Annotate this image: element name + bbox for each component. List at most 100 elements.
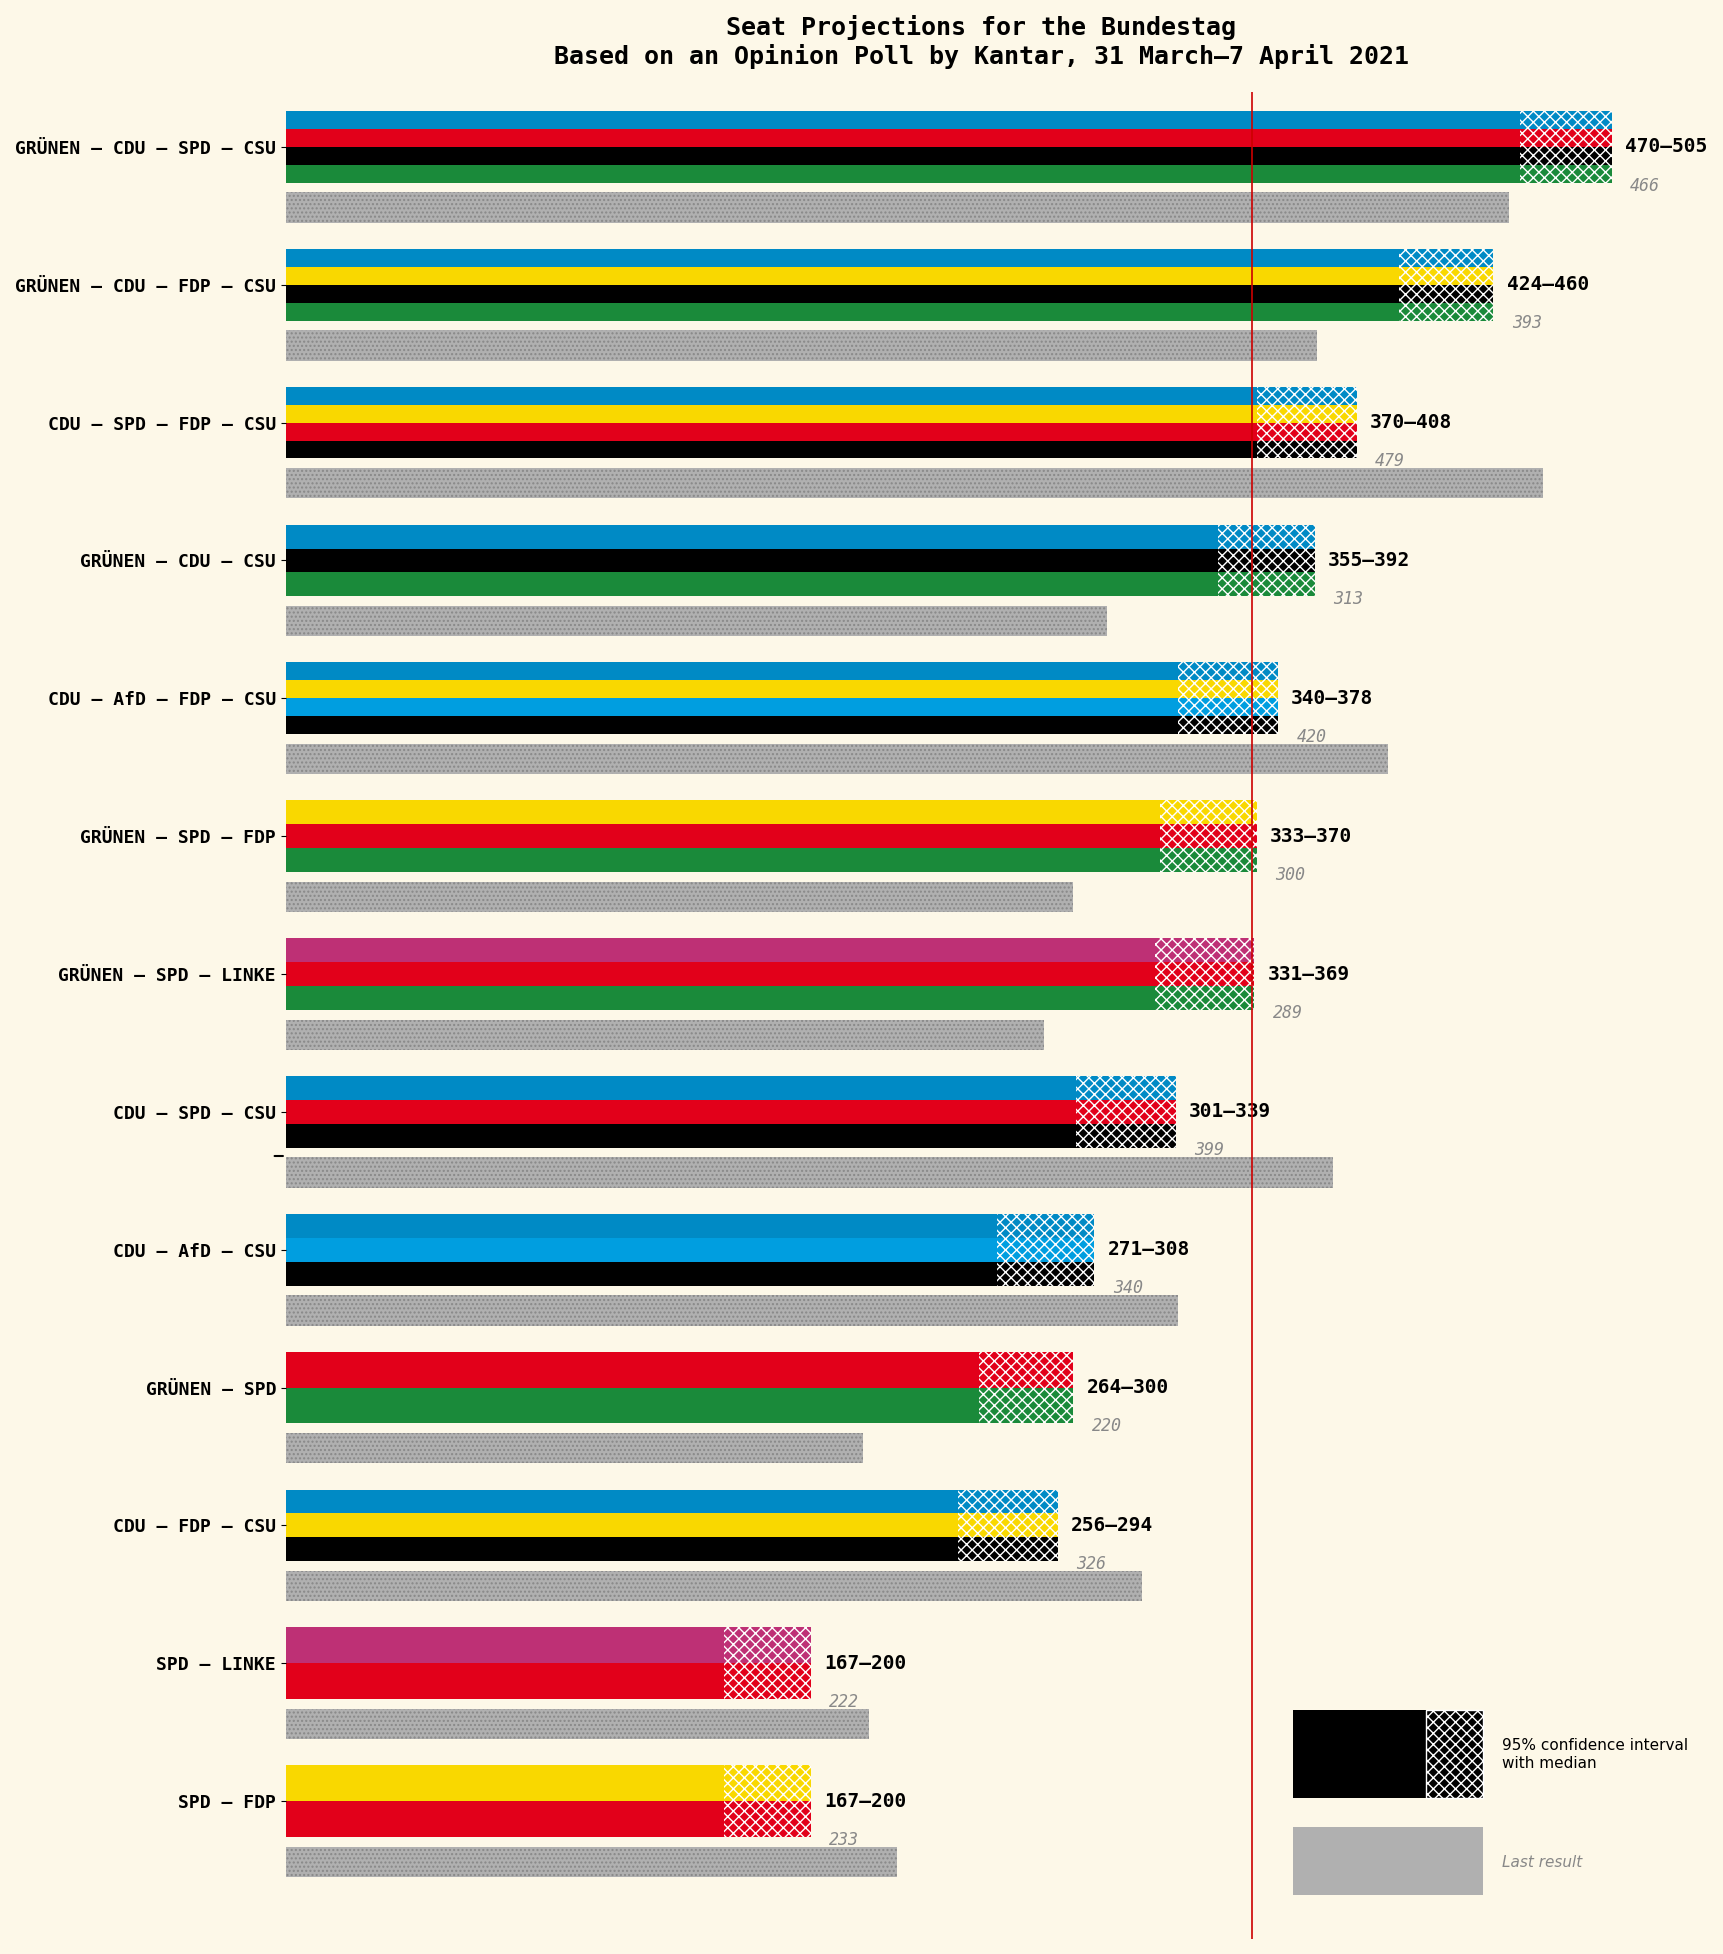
Bar xyxy=(1160,825,1256,848)
Text: 313: 313 xyxy=(1332,590,1363,608)
Bar xyxy=(1397,268,1492,285)
Bar xyxy=(286,1387,979,1423)
Text: 370–408: 370–408 xyxy=(1370,412,1451,432)
Bar xyxy=(1160,801,1256,825)
Bar xyxy=(958,1489,1056,1514)
Bar xyxy=(1075,1100,1175,1124)
Bar xyxy=(1397,303,1492,320)
Bar xyxy=(286,744,1387,774)
Bar xyxy=(1075,1077,1175,1100)
Text: 393: 393 xyxy=(1511,315,1540,332)
Text: 479: 479 xyxy=(1375,451,1404,471)
Bar xyxy=(1177,662,1277,680)
Text: 167–200: 167–200 xyxy=(824,1792,906,1811)
Bar xyxy=(286,1489,958,1514)
Bar xyxy=(286,573,1216,596)
Bar xyxy=(1154,938,1254,961)
Bar xyxy=(1518,147,1611,164)
Bar xyxy=(1518,129,1611,147)
Bar xyxy=(996,1262,1094,1286)
Bar xyxy=(1075,1100,1175,1124)
Bar xyxy=(286,825,1160,848)
Bar xyxy=(1397,285,1492,303)
Bar xyxy=(1177,662,1277,680)
Bar xyxy=(286,1710,868,1739)
Bar xyxy=(1177,680,1277,698)
Bar xyxy=(1216,524,1315,549)
Bar xyxy=(286,1710,868,1739)
Bar xyxy=(286,330,1316,361)
Bar xyxy=(996,1213,1094,1237)
Bar xyxy=(1154,938,1254,961)
Bar xyxy=(1518,111,1611,129)
Bar xyxy=(286,164,1518,184)
Bar xyxy=(958,1538,1056,1561)
Bar xyxy=(286,717,1177,735)
Bar xyxy=(286,1296,1177,1325)
Bar xyxy=(979,1387,1073,1423)
Text: 95% confidence interval
with median: 95% confidence interval with median xyxy=(1501,1739,1687,1770)
Bar xyxy=(958,1514,1056,1538)
Bar xyxy=(286,881,1073,913)
Bar xyxy=(286,1514,958,1538)
Bar xyxy=(996,1237,1094,1262)
Bar xyxy=(286,881,1073,913)
Text: 300: 300 xyxy=(1275,866,1304,883)
Bar xyxy=(1216,573,1315,596)
Bar xyxy=(286,129,1518,147)
Bar xyxy=(286,387,1256,404)
Bar xyxy=(996,1237,1094,1262)
Bar xyxy=(1160,848,1256,871)
Bar xyxy=(286,801,1160,825)
Bar xyxy=(286,662,1177,680)
Bar xyxy=(286,1020,1044,1049)
Bar xyxy=(1518,164,1611,184)
Bar xyxy=(286,1352,979,1387)
Bar xyxy=(286,1432,863,1464)
Bar xyxy=(286,848,1160,871)
Bar xyxy=(286,524,1216,549)
Bar xyxy=(286,1157,1332,1188)
Bar xyxy=(286,1020,1044,1049)
Bar xyxy=(958,1489,1056,1514)
Bar xyxy=(286,469,1542,498)
Bar xyxy=(1154,961,1254,987)
Bar xyxy=(1397,285,1492,303)
Bar xyxy=(1256,440,1356,459)
Text: 420: 420 xyxy=(1296,729,1325,746)
Bar xyxy=(1154,987,1254,1010)
Bar xyxy=(1518,111,1611,129)
Bar xyxy=(286,1296,1177,1325)
Bar xyxy=(1216,573,1315,596)
Bar xyxy=(286,698,1177,717)
Bar xyxy=(286,191,1508,223)
Bar xyxy=(1216,549,1315,573)
Bar xyxy=(286,422,1256,440)
Text: 301–339: 301–339 xyxy=(1189,1102,1270,1122)
Bar xyxy=(1256,387,1356,404)
Bar xyxy=(286,268,1397,285)
Bar xyxy=(1256,404,1356,422)
Bar xyxy=(286,1538,958,1561)
Text: 340: 340 xyxy=(1111,1280,1142,1297)
Bar xyxy=(286,1432,863,1464)
Text: 264–300: 264–300 xyxy=(1085,1378,1168,1397)
Bar xyxy=(1154,987,1254,1010)
Bar xyxy=(1256,422,1356,440)
Bar xyxy=(1518,164,1611,184)
Bar xyxy=(286,1124,1075,1147)
Bar xyxy=(286,1628,724,1663)
Bar xyxy=(724,1663,810,1700)
Bar xyxy=(958,1538,1056,1561)
Bar xyxy=(286,440,1256,459)
Bar xyxy=(286,111,1518,129)
Bar xyxy=(1518,129,1611,147)
Bar xyxy=(1397,303,1492,320)
Bar xyxy=(724,1764,810,1802)
Bar xyxy=(286,1802,724,1837)
Text: 289: 289 xyxy=(1272,1004,1303,1022)
Bar xyxy=(1160,848,1256,871)
Bar xyxy=(286,1847,898,1878)
Bar xyxy=(286,469,1542,498)
Text: 424–460: 424–460 xyxy=(1506,276,1589,295)
